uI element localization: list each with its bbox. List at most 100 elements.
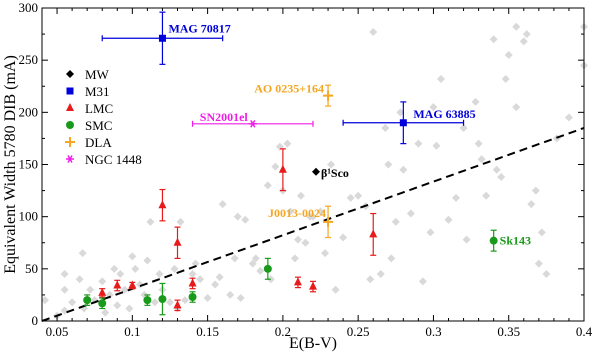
background-point-45 — [248, 259, 257, 268]
series-m31 — [101, 11, 465, 145]
background-point-66 — [346, 193, 355, 202]
series-2-point-6 — [188, 278, 197, 287]
background-point-37 — [211, 280, 220, 289]
series-4-point-0 — [323, 90, 334, 101]
x-tick-label-2: 0.15 — [196, 324, 219, 339]
background-point-32 — [181, 296, 190, 305]
axes-layer: 0.05 0.1 0.15 0.2 0.25 0.3 0.35 0.4 0 50 100 150 200… — [19, 0, 592, 339]
background-point-23 — [143, 256, 152, 265]
background-point-46 — [251, 254, 260, 263]
background-point-38 — [215, 273, 224, 282]
series-mw — [312, 167, 321, 176]
legend: MW M31 LMC SMC DLA NGC 1448 — [65, 67, 142, 167]
background-point-80 — [418, 277, 427, 286]
background-point-25 — [150, 298, 159, 307]
legend-marker-2 — [66, 103, 74, 111]
background-point-89 — [471, 97, 480, 106]
background-point-61 — [316, 207, 325, 216]
background-point-11 — [98, 277, 107, 286]
background-point-99 — [512, 103, 521, 112]
background-point-36 — [203, 294, 212, 303]
series-ngc-1448 — [191, 119, 314, 128]
legend-label-5: NGC 1448 — [85, 152, 142, 167]
series-2-point-2 — [128, 280, 137, 289]
background-point-98 — [512, 22, 521, 31]
point-labels-layer: β¹Sco MAG 70817 MAG 63885 Sk143 AO 0235+164 J… — [168, 21, 531, 247]
background-point-73 — [384, 160, 393, 169]
background-point-96 — [501, 74, 510, 83]
background-point-16 — [116, 270, 125, 279]
series-2-point-9 — [309, 281, 317, 290]
point-label-5-0: SN2001el — [200, 110, 249, 124]
background-point-29 — [170, 264, 179, 273]
point-label-4-0: AO 0235+164 — [254, 82, 324, 96]
series-3-point-4 — [188, 293, 197, 302]
background-point-53 — [283, 139, 292, 148]
background-point-69 — [366, 275, 375, 284]
background-point-81 — [426, 228, 435, 237]
background-point-90 — [474, 139, 483, 148]
y-tick-label-6: 300 — [19, 0, 39, 15]
background-point-72 — [381, 123, 390, 132]
series-3-point-3 — [158, 295, 167, 304]
background-point-3 — [60, 285, 69, 294]
background-point-28 — [165, 298, 174, 307]
background-point-55 — [290, 254, 299, 263]
background-point-18 — [125, 304, 134, 313]
x-tick-label-7: 0.4 — [576, 324, 592, 339]
background-point-31 — [176, 217, 185, 226]
series-2-point-0 — [98, 287, 107, 296]
background-point-49 — [266, 275, 275, 284]
background-point-19 — [128, 252, 137, 261]
legend-label-0: MW — [85, 67, 110, 82]
background-point-4 — [60, 270, 69, 279]
series-2-point-10 — [369, 229, 378, 238]
background-point-15 — [113, 301, 122, 310]
background-point-2 — [60, 306, 69, 315]
background-point-74 — [387, 254, 396, 263]
y-tick-label-3: 150 — [19, 157, 39, 172]
y-tick-label-2: 100 — [19, 209, 39, 224]
point-label-4-1: J0013-0024 — [268, 206, 326, 220]
series-0-point-0 — [312, 167, 321, 176]
background-point-58 — [301, 238, 310, 247]
x-tick-label-0: 0.05 — [46, 324, 69, 339]
series-dla — [323, 84, 334, 239]
series-2-point-7 — [278, 164, 287, 173]
background-point-44 — [241, 215, 250, 224]
legend-marker-3 — [66, 121, 74, 129]
y-tick-label-4: 200 — [19, 104, 39, 119]
background-point-35 — [196, 275, 205, 284]
point-label-3-6: Sk143 — [500, 234, 531, 248]
background-point-102 — [527, 200, 536, 209]
series-2-point-5 — [173, 300, 182, 309]
x-axis-label: E(B-V) — [289, 335, 337, 352]
background-point-14 — [110, 264, 119, 273]
series-3-point-5 — [263, 264, 272, 273]
background-point-50 — [271, 162, 280, 171]
background-point-87 — [459, 123, 468, 132]
background-point-95 — [497, 173, 506, 182]
background-point-75 — [391, 217, 400, 226]
background-point-100 — [519, 37, 528, 46]
background-point-63 — [327, 160, 336, 169]
background-point-79 — [414, 139, 423, 148]
series-2-point-3 — [158, 200, 167, 209]
series-5-point-0 — [248, 119, 257, 128]
background-point-76 — [396, 108, 405, 117]
background-point-47 — [256, 266, 265, 275]
background-point-65 — [339, 233, 348, 242]
background-point-106 — [542, 270, 551, 279]
series-1-point-0 — [158, 34, 166, 42]
background-point-84 — [436, 74, 445, 83]
background-point-48 — [263, 181, 272, 190]
background-point-56 — [293, 235, 302, 244]
series-3-point-2 — [143, 296, 152, 305]
series-3-point-6 — [489, 236, 498, 245]
background-point-24 — [146, 217, 155, 226]
legend-label-2: LMC — [85, 101, 113, 116]
series-3-point-0 — [83, 296, 92, 305]
series-2-point-1 — [113, 280, 122, 289]
background-point-67 — [354, 191, 363, 200]
background-point-70 — [369, 27, 378, 36]
